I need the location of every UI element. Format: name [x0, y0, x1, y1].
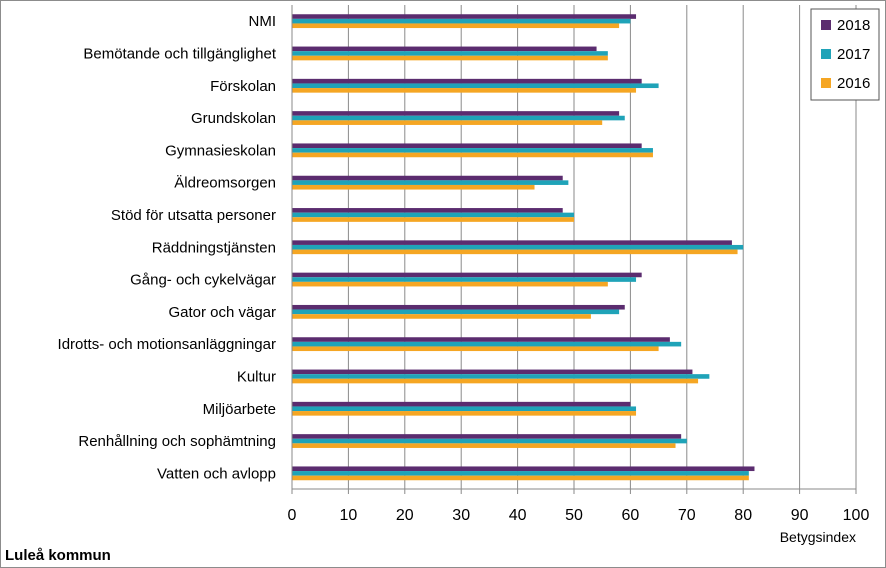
category-label: Räddningstjänsten	[152, 239, 276, 256]
bar-2017-10	[292, 341, 682, 347]
bar-2016-13	[292, 443, 676, 448]
x-axis-label: Betygsindex	[780, 529, 856, 545]
bar-2016-2	[292, 88, 637, 93]
bar-2018-7	[292, 240, 732, 245]
category-label: Kultur	[237, 368, 276, 385]
bar-2018-4	[292, 143, 642, 149]
legend-swatch-2017	[821, 49, 831, 59]
bar-2017-6	[292, 212, 574, 218]
bar-2018-2	[292, 78, 642, 84]
category-label: Äldreomsorgen	[174, 175, 276, 192]
bar-2018-3	[292, 111, 620, 116]
bar-2018-14	[292, 466, 755, 472]
bar-2017-2	[292, 83, 659, 89]
x-tick-label: 0	[288, 507, 297, 524]
bar-2016-6	[292, 217, 574, 222]
bar-2017-11	[292, 374, 710, 379]
bar-2017-12	[292, 406, 637, 412]
bar-2017-3	[292, 115, 625, 121]
x-tick-label: 90	[791, 507, 809, 524]
bar-2018-6	[292, 208, 563, 213]
bar-2016-12	[292, 411, 637, 416]
category-label: Idrotts- och motionsanläggningar	[58, 336, 276, 353]
bar-2016-14	[292, 475, 749, 481]
bar-2017-8	[292, 277, 637, 282]
bar-2017-0	[292, 18, 631, 24]
x-tick-label: 20	[396, 507, 414, 524]
bar-2016-9	[292, 314, 591, 319]
legend-label: 2016	[837, 75, 870, 92]
x-tick-label: 10	[340, 507, 358, 524]
bar-2017-4	[292, 148, 653, 153]
bar-2016-0	[292, 23, 620, 29]
bar-2016-5	[292, 184, 535, 190]
bar-2016-8	[292, 281, 608, 287]
bar-2016-11	[292, 378, 699, 384]
bar-2018-8	[292, 272, 642, 278]
legend-label: 2017	[837, 46, 870, 63]
bar-2017-1	[292, 51, 608, 56]
legend-label: 2018	[837, 17, 870, 34]
category-label: NMI	[249, 13, 277, 30]
category-label: Förskolan	[210, 78, 276, 95]
bar-2016-4	[292, 152, 653, 158]
bar-2018-9	[292, 304, 625, 310]
category-label: Gator och vägar	[168, 304, 276, 321]
bar-2018-0	[292, 14, 637, 19]
x-tick-label: 70	[678, 507, 696, 524]
category-label: Vatten och avlopp	[157, 465, 276, 482]
bar-2018-5	[292, 175, 563, 181]
x-tick-label: 60	[622, 507, 640, 524]
legend-swatch-2018	[821, 20, 831, 30]
bar-2017-7	[292, 244, 744, 250]
x-tick-label: 50	[565, 507, 583, 524]
bar-2017-9	[292, 309, 620, 315]
x-tick-label: 40	[509, 507, 527, 524]
x-tick-label: 30	[452, 507, 470, 524]
category-label: Grundskolan	[191, 110, 276, 127]
bar-2018-1	[292, 46, 597, 52]
x-tick-label: 100	[843, 507, 870, 524]
x-tick-label: 80	[734, 507, 752, 524]
bar-2016-7	[292, 249, 738, 255]
category-label: Stöd för utsatta personer	[111, 207, 276, 224]
legend-swatch-2016	[821, 78, 831, 88]
category-label: Gymnasieskolan	[165, 142, 276, 159]
bar-2018-12	[292, 401, 631, 407]
bar-2018-10	[292, 337, 670, 342]
bar-2017-14	[292, 471, 749, 476]
bar-2017-13	[292, 438, 687, 444]
bar-2018-11	[292, 369, 693, 375]
bar-2016-3	[292, 120, 603, 125]
category-label: Gång- och cykelvägar	[130, 272, 276, 289]
bar-2017-5	[292, 180, 569, 185]
category-label: Bemötande och tillgänglighet	[83, 45, 276, 62]
category-label: Renhållning och sophämtning	[78, 433, 276, 450]
footer-label: Luleå kommun	[5, 547, 111, 564]
category-label: Miljöarbete	[203, 401, 276, 418]
bar-2016-1	[292, 55, 608, 61]
bar-2016-10	[292, 346, 659, 352]
bar-2018-13	[292, 434, 682, 439]
